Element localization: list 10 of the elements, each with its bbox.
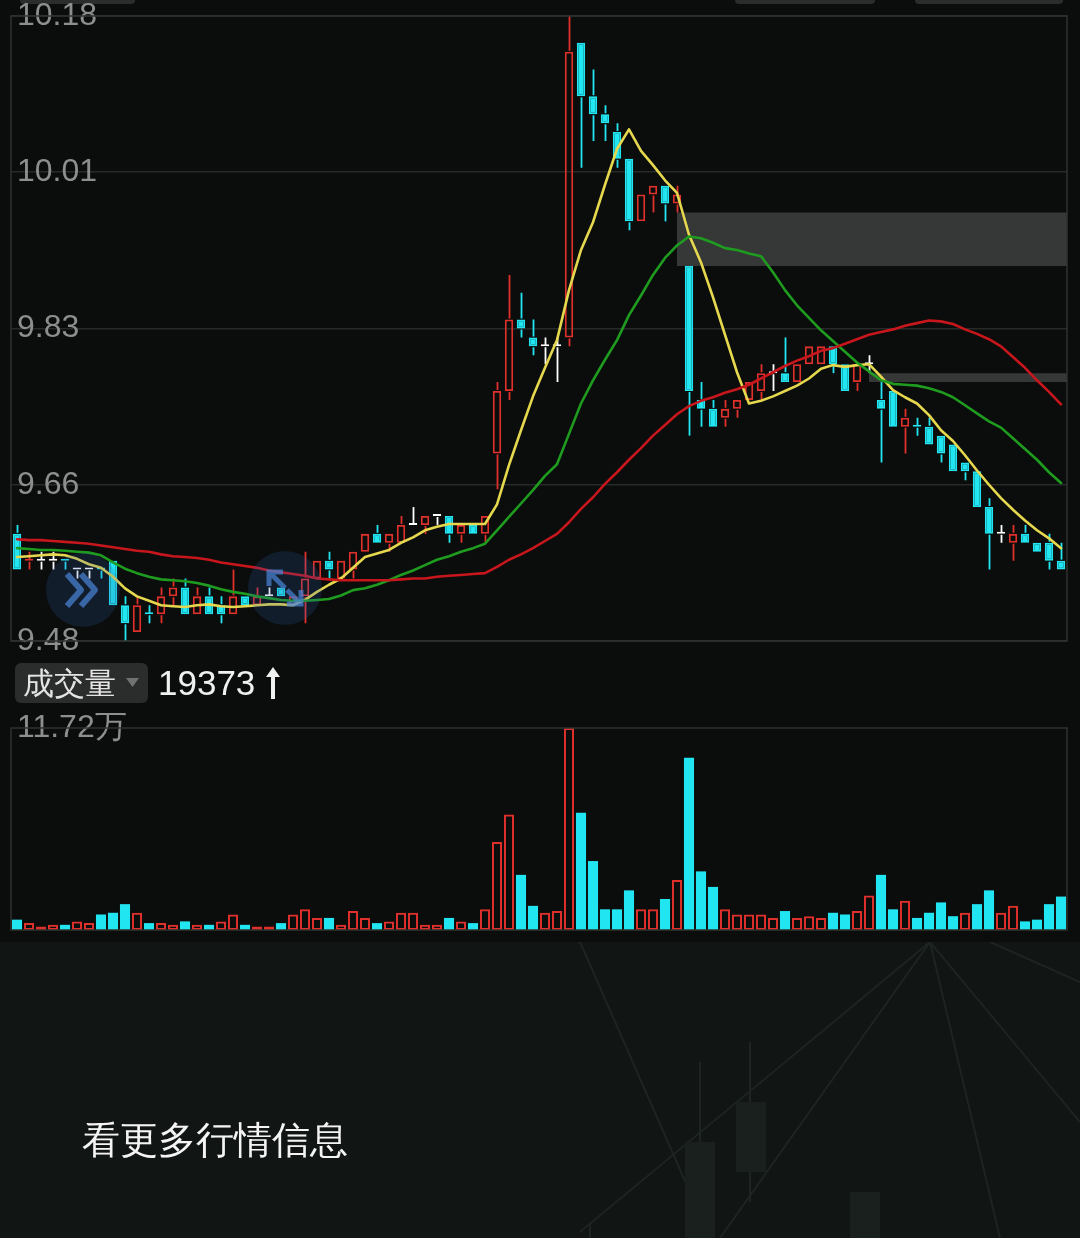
y-tick-label: 10.18 bbox=[17, 0, 98, 32]
y-tick-label: 11.72万 bbox=[17, 707, 127, 744]
text: 19373 bbox=[158, 663, 256, 702]
y-tick-label: 10.01 bbox=[17, 152, 98, 189]
y-tick-label: 9.83 bbox=[17, 308, 80, 345]
chart-title: 成交量 bbox=[23, 665, 116, 701]
dropdown: 成交量 bbox=[15, 663, 148, 703]
y-tick-label: 9.66 bbox=[17, 464, 80, 501]
text: 看更多行情信息 bbox=[82, 1118, 348, 1162]
y-tick-label: 9.48 bbox=[17, 620, 80, 657]
